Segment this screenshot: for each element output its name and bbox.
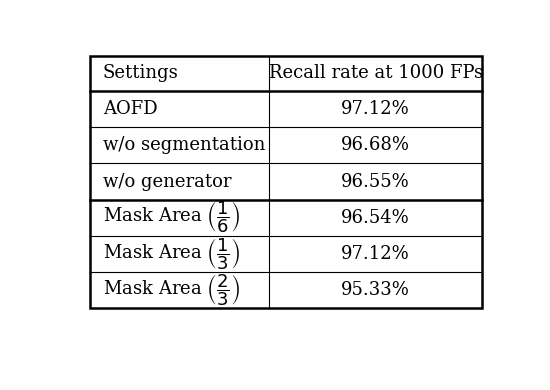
Text: Recall rate at 1000 FPs: Recall rate at 1000 FPs: [268, 64, 483, 82]
Text: Settings: Settings: [103, 64, 179, 82]
Text: 96.68%: 96.68%: [341, 136, 410, 154]
Text: w/o generator: w/o generator: [103, 172, 232, 190]
Text: 96.55%: 96.55%: [341, 172, 410, 190]
Text: AOFD: AOFD: [103, 100, 157, 118]
Text: Mask Area $\left(\dfrac{1}{6}\right)$: Mask Area $\left(\dfrac{1}{6}\right)$: [103, 200, 240, 236]
Text: 95.33%: 95.33%: [341, 281, 410, 299]
Text: 97.12%: 97.12%: [341, 100, 410, 118]
Text: Mask Area $\left(\dfrac{1}{3}\right)$: Mask Area $\left(\dfrac{1}{3}\right)$: [103, 236, 240, 272]
Bar: [90, 56, 482, 308]
Text: 97.12%: 97.12%: [341, 245, 410, 263]
Text: 96.54%: 96.54%: [341, 209, 410, 227]
Text: Mask Area $\left(\dfrac{2}{3}\right)$: Mask Area $\left(\dfrac{2}{3}\right)$: [103, 272, 240, 308]
Text: w/o segmentation: w/o segmentation: [103, 136, 265, 154]
